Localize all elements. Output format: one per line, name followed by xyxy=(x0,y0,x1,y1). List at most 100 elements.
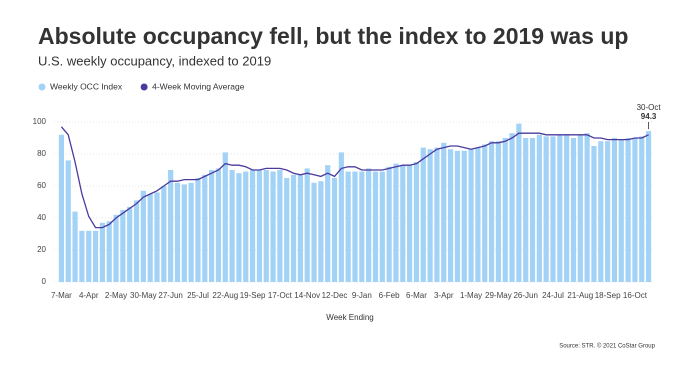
annotation-date: 30-Oct xyxy=(637,103,662,112)
bar xyxy=(236,173,242,282)
bar xyxy=(352,171,358,282)
bar xyxy=(379,171,385,282)
x-tick-label: 21-Aug xyxy=(567,291,593,300)
bar xyxy=(243,171,249,282)
legend-label: 4-Week Moving Average xyxy=(152,81,245,91)
bar xyxy=(502,138,508,282)
bar xyxy=(386,166,392,282)
bar xyxy=(441,142,447,282)
x-tick-label: 6-Mar xyxy=(406,291,427,300)
bar xyxy=(277,170,283,282)
bar xyxy=(570,138,577,282)
bar xyxy=(263,170,269,282)
bar xyxy=(174,182,181,282)
bar xyxy=(338,152,344,282)
y-tick-label: 80 xyxy=(37,149,46,158)
bar xyxy=(516,123,522,282)
bar xyxy=(420,147,426,282)
bar xyxy=(195,178,201,282)
y-tick-label: 0 xyxy=(42,277,47,286)
bar xyxy=(557,134,563,282)
bar xyxy=(482,144,488,282)
annotation-value: 94.3 xyxy=(641,112,657,121)
bar xyxy=(591,146,597,282)
x-tick-label: 17-Oct xyxy=(268,291,293,300)
bar xyxy=(106,221,112,282)
bar xyxy=(161,186,167,282)
x-tick-label: 19-Sep xyxy=(240,291,266,300)
x-tick-label: 18-Sep xyxy=(595,291,621,300)
x-tick-label: 25-Jul xyxy=(187,291,209,300)
bar xyxy=(632,138,638,282)
bar xyxy=(72,211,78,282)
bar xyxy=(488,141,495,282)
bar xyxy=(215,168,222,282)
bar xyxy=(181,184,187,282)
bar xyxy=(427,149,433,282)
bar xyxy=(270,171,276,282)
bar xyxy=(331,178,338,282)
bar xyxy=(400,165,406,282)
x-tick-label: 14-Nov xyxy=(294,291,320,300)
bar xyxy=(393,163,399,282)
x-tick-label: 4-Apr xyxy=(79,291,99,300)
legend-swatch xyxy=(38,83,46,91)
bar xyxy=(475,147,481,282)
x-tick-label: 7-Mar xyxy=(51,291,72,300)
bar xyxy=(598,141,604,282)
bar xyxy=(461,150,467,282)
x-axis-title: Week Ending xyxy=(326,313,373,322)
bar xyxy=(359,171,365,282)
bar xyxy=(297,174,303,282)
bar xyxy=(113,214,119,282)
y-tick-label: 100 xyxy=(33,117,47,126)
bar xyxy=(407,165,413,282)
bar xyxy=(577,134,583,282)
bar xyxy=(536,134,542,282)
legend-label: Weekly OCC Index xyxy=(50,81,123,91)
bar xyxy=(645,131,652,282)
bar xyxy=(529,138,536,282)
bar xyxy=(543,136,549,282)
x-tick-label: 1-May xyxy=(460,291,482,300)
bar xyxy=(79,230,85,282)
bar xyxy=(127,206,133,282)
bar xyxy=(509,133,515,282)
bar xyxy=(550,136,556,282)
x-tick-label: 24-Jul xyxy=(542,291,564,300)
bar xyxy=(413,162,420,282)
x-tick-label: 16-Oct xyxy=(623,291,648,300)
bar xyxy=(618,139,624,282)
bar xyxy=(209,170,215,282)
bar xyxy=(454,150,461,282)
moving-average-line xyxy=(60,126,649,229)
bar xyxy=(495,141,501,282)
bar xyxy=(222,152,228,282)
bar xyxy=(154,192,160,282)
bar xyxy=(523,138,529,282)
y-tick-label: 40 xyxy=(37,213,46,222)
x-tick-label: 3-Apr xyxy=(434,291,454,300)
bar xyxy=(229,170,235,282)
bar xyxy=(345,171,351,282)
bar xyxy=(625,138,631,282)
chart-title: Absolute occupancy fell, but the index t… xyxy=(38,23,628,49)
x-tick-label: 27-Jun xyxy=(158,291,182,300)
x-tick-label: 22-Aug xyxy=(212,291,238,300)
bar xyxy=(140,190,146,282)
bar xyxy=(202,174,208,282)
bar xyxy=(366,168,372,282)
bar xyxy=(447,149,454,282)
x-tick-label: 9-Jan xyxy=(352,291,372,300)
bar xyxy=(284,178,290,282)
chart-subtitle: U.S. weekly occupancy, indexed to 2019 xyxy=(38,53,271,68)
bar xyxy=(318,181,324,282)
bar xyxy=(611,138,618,282)
bar xyxy=(311,182,317,282)
y-tick-label: 60 xyxy=(37,181,46,190)
y-tick-label: 20 xyxy=(37,245,46,254)
x-tick-label: 26-Jun xyxy=(513,291,537,300)
bar xyxy=(325,165,331,282)
bar xyxy=(188,182,194,282)
